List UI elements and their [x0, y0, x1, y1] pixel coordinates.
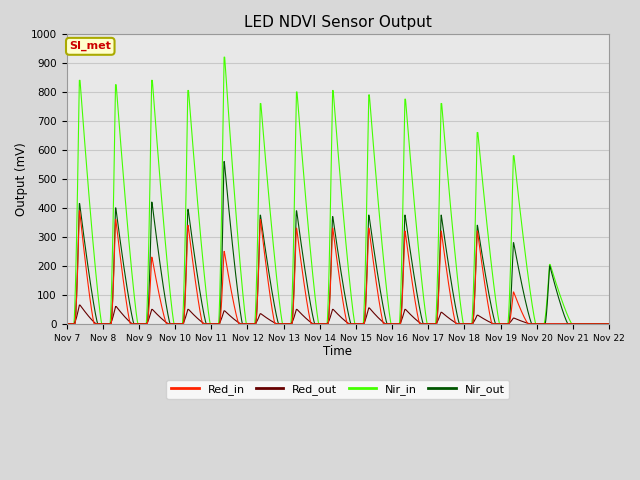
X-axis label: Time: Time: [323, 346, 353, 359]
Text: SI_met: SI_met: [69, 41, 111, 51]
Y-axis label: Output (mV): Output (mV): [15, 142, 28, 216]
Legend: Red_in, Red_out, Nir_in, Nir_out: Red_in, Red_out, Nir_in, Nir_out: [166, 380, 509, 399]
Title: LED NDVI Sensor Output: LED NDVI Sensor Output: [244, 15, 432, 30]
